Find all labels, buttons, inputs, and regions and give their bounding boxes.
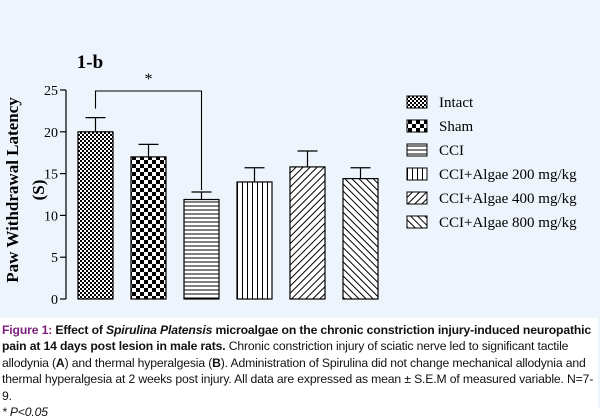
caption-title-italic: Spirulina Platensis <box>106 323 213 337</box>
bar-1 <box>77 131 114 300</box>
y-axis-label: Paw Withdrawal Latency (S) <box>3 97 48 283</box>
legend-label: CCI+Algae 800 mg/kg <box>439 215 577 231</box>
bar-4 <box>236 181 273 300</box>
significance-label: * <box>145 71 153 88</box>
caption-title-start: Effect of <box>55 323 107 337</box>
legend-label: CCI <box>439 143 464 159</box>
y-tick-label: 10 <box>44 209 58 224</box>
caption-body-1: Chronic constriction injury of sciatic n… <box>2 339 569 370</box>
legend-swatch <box>406 167 428 181</box>
caption-body-2: ) and thermal hyperalgesia ( <box>64 355 213 370</box>
figure-caption: Figure 1: Effect of Spirulina Platensis … <box>0 318 598 419</box>
y-axis: 0 5 10 15 20 25 <box>44 84 67 308</box>
legend-swatch <box>406 191 428 205</box>
y-tick-label: 5 <box>51 251 58 266</box>
figure-label: Figure 1: <box>2 323 53 337</box>
panel-label: 1-b <box>77 52 103 73</box>
legend-swatch <box>406 215 428 229</box>
caption-footnote: * P<0.05 <box>2 405 48 420</box>
significance-annotation: * <box>94 71 203 190</box>
legend: Intact Sham CCI CCI+Algae 200 mg/kg CCI+Alga… <box>406 95 577 231</box>
y-axis-title: Paw Withdrawal Latency <box>3 97 22 283</box>
legend-swatch <box>406 119 428 133</box>
significance-bracket <box>94 90 203 190</box>
y-tick-label: 0 <box>51 293 58 308</box>
bar-chart: 1-b Paw Withdrawal Latency (S) 0 5 10 15 20 2… <box>3 52 577 308</box>
y-tick-label: 15 <box>44 168 58 183</box>
caption-body-3: ). Administration of Spirulina did not c… <box>2 355 594 403</box>
bar-5 <box>289 166 326 300</box>
legend-label: CCI+Algae 200 mg/kg <box>439 167 577 183</box>
y-axis-unit: (S) <box>29 180 48 201</box>
legend-label: Intact <box>439 95 474 111</box>
bars <box>77 116 379 300</box>
y-tick-label: 20 <box>44 126 58 141</box>
bar-2 <box>130 156 167 300</box>
legend-label: CCI+Algae 400 mg/kg <box>439 191 577 207</box>
legend-swatch <box>406 95 428 109</box>
caption-label-a: A <box>55 355 65 370</box>
legend-label: Sham <box>439 119 474 135</box>
caption-label-b: B <box>212 355 221 370</box>
bar-6 <box>342 178 379 300</box>
legend-swatch <box>406 143 428 157</box>
bar-3 <box>183 198 220 300</box>
caption-title-end: microalgae on the chronic constriction i… <box>2 323 592 354</box>
y-tick-label: 25 <box>44 84 58 99</box>
